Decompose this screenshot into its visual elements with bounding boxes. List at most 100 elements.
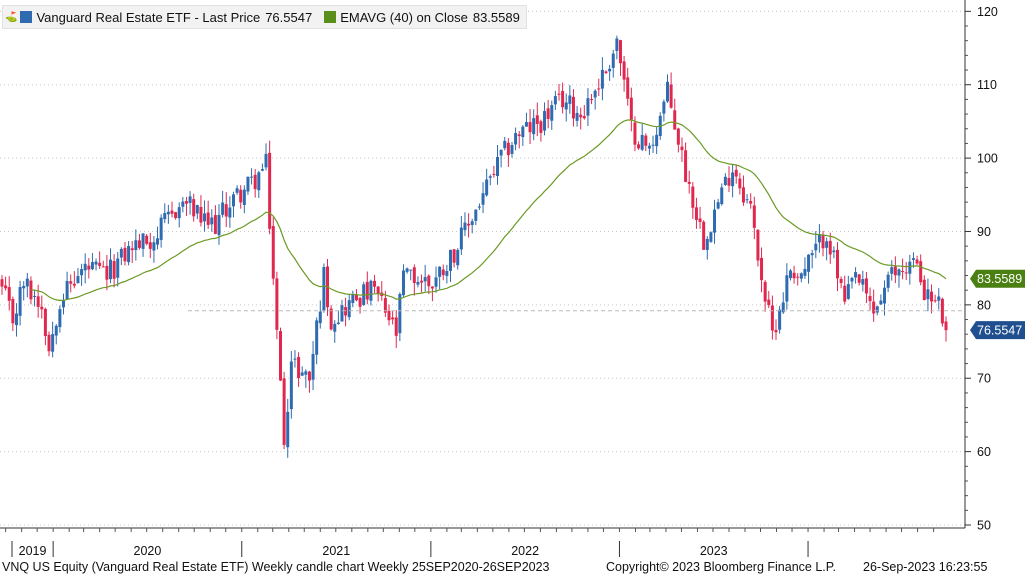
footer: VNQ US Equity (Vanguard Real Estate ETF)… [0, 560, 1025, 577]
candle-body [373, 280, 377, 287]
candle-body [264, 153, 268, 168]
candle [297, 352, 301, 387]
candle-body [901, 271, 905, 273]
candle-body [203, 213, 207, 222]
candle-body [669, 84, 673, 108]
candle [452, 248, 456, 268]
candle [904, 262, 908, 281]
candle-body [127, 246, 131, 263]
candle-body [300, 372, 304, 376]
candle [810, 249, 814, 269]
candle [152, 236, 156, 263]
candle-body [148, 242, 152, 249]
candle [362, 281, 366, 306]
candle [637, 141, 641, 150]
candle-body [940, 298, 944, 324]
candle-body [438, 266, 442, 277]
candle [14, 303, 18, 337]
x-label-2021: 2021 [322, 544, 350, 558]
candle-body [72, 283, 76, 286]
candle [137, 234, 141, 250]
series1-value: 76.5547 [265, 9, 313, 25]
candle-body [376, 286, 380, 295]
candle-body [618, 40, 622, 64]
candle-body [673, 110, 677, 130]
candle [286, 398, 290, 458]
candle [676, 127, 680, 153]
candle [709, 231, 713, 243]
candle [669, 72, 673, 109]
candle-body [709, 232, 713, 242]
candle [640, 123, 644, 152]
candle [438, 266, 442, 290]
candle [307, 370, 311, 393]
candle-body [550, 105, 554, 121]
candle [340, 299, 344, 322]
candle [127, 241, 131, 266]
candle-body [499, 149, 503, 156]
candle-body [687, 181, 691, 184]
candle [524, 112, 528, 127]
candle-body [297, 356, 301, 379]
candle [40, 295, 44, 319]
candle-body [398, 293, 402, 334]
candle-body [883, 287, 887, 304]
candle [857, 273, 861, 286]
candle-body [242, 189, 246, 206]
candle [940, 297, 944, 327]
candle [11, 296, 15, 332]
pin-icon[interactable]: ⛳ [5, 11, 18, 23]
candle-body [51, 334, 55, 352]
candle [54, 324, 58, 345]
candle [365, 271, 369, 305]
candle-body [401, 270, 405, 296]
candle [257, 170, 261, 198]
candle-body [278, 331, 282, 381]
candle-body [571, 96, 575, 119]
candle [47, 331, 51, 357]
candle-body [286, 411, 290, 448]
candle [398, 292, 402, 341]
candle-body [358, 297, 362, 307]
candle-body [195, 205, 199, 214]
candle-body [18, 286, 22, 316]
candle [90, 252, 94, 271]
candle-body [676, 128, 680, 145]
candle [846, 275, 850, 300]
candle [835, 242, 839, 292]
candle [347, 293, 351, 321]
candle [731, 164, 735, 198]
candle [36, 284, 40, 318]
candle [517, 130, 521, 149]
candle [571, 89, 575, 127]
candle-body [763, 281, 767, 302]
candle [119, 247, 123, 266]
candle-body [481, 193, 485, 205]
candle-body [141, 233, 145, 249]
candle-body [83, 263, 87, 271]
candle [25, 272, 29, 298]
candle [774, 319, 778, 340]
candle-body [463, 222, 467, 231]
ema-line [30, 119, 947, 301]
candle-body [159, 217, 163, 240]
candle [792, 265, 796, 284]
y-tick-label-100: 100 [977, 152, 998, 166]
candle-body [221, 202, 225, 215]
candle [817, 224, 821, 253]
candle [192, 193, 196, 222]
candle-body [47, 334, 51, 352]
axes: 50 60 70 80 90 100 110 120 2019 2020 2021 2022 2023 [0, 0, 998, 558]
candle-body [477, 206, 481, 208]
candle-body [405, 268, 409, 272]
candle-body [792, 272, 796, 279]
series1-swatch [20, 11, 33, 23]
candle-body [260, 169, 264, 171]
candle-body [713, 209, 717, 233]
series2-label: EMAVG (40) on Close [340, 9, 468, 25]
candle-body [65, 280, 69, 300]
candle-body [510, 145, 514, 154]
candle-body [752, 205, 756, 228]
candle [141, 233, 145, 257]
candle [850, 276, 854, 289]
